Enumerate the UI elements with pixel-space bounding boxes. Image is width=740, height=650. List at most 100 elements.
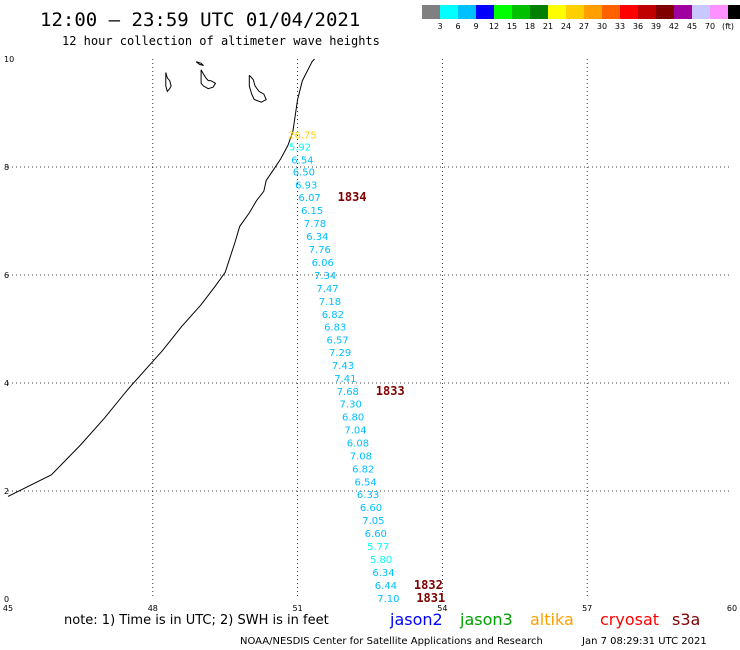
legend-label: 6 [455, 22, 460, 31]
legend-label: 36 [633, 22, 643, 31]
wave-height-value: 7.08 [350, 451, 372, 462]
island-outline [195, 61, 204, 66]
x-tick-label: 51 [293, 604, 303, 613]
legend-label: 33 [615, 22, 625, 31]
axes: 45 48 51 54 57 60 0 2 4 6 8 10 [3, 55, 737, 613]
wave-height-value: 7.41 [334, 374, 356, 385]
legend-swatch [440, 5, 458, 19]
grid-lines [8, 59, 732, 599]
wave-height-value: 6.44 [375, 581, 397, 592]
legend-swatch [728, 5, 740, 19]
wave-height-value: 7.05 [362, 516, 384, 527]
wave-height-value: 6.07 [299, 193, 321, 204]
x-tick-label: 45 [3, 604, 13, 613]
legend-label: 12 [489, 22, 499, 31]
legend-swatch [674, 5, 692, 19]
x-tick-label: 57 [582, 604, 592, 613]
legend-swatch [710, 5, 728, 19]
wave-height-value: 5.92 [289, 142, 311, 153]
wave-height-value: 6.54 [291, 155, 313, 166]
legend-label: 30 [597, 22, 607, 31]
y-tick-label: 8 [4, 163, 9, 172]
wave-height-value: 6.50 [293, 167, 315, 178]
wave-height-value: 6.93 [295, 180, 317, 191]
wave-height-value: 7.10 [377, 594, 399, 605]
legend-swatch [512, 5, 530, 19]
time-label: 1833 [376, 384, 405, 398]
chart-subtitle: 12 hour collection of altimeter wave hei… [62, 34, 380, 48]
wave-height-value: 7.34 [314, 271, 336, 282]
legend-swatch [602, 5, 620, 19]
wave-height-value: 7.04 [344, 425, 366, 436]
legend-swatch [494, 5, 512, 19]
wave-height-value: 5.77 [367, 542, 389, 553]
wave-height-value: 6.80 [342, 412, 364, 423]
wave-height-value: 6.83 [324, 322, 346, 333]
time-label: 1834 [338, 190, 367, 204]
island-outline [248, 74, 267, 103]
legend-label: 9 [473, 22, 478, 31]
color-legend: 3 6 9 12 15 18 21 24 27 30 33 36 39 42 45 70 (ft) [422, 5, 740, 31]
legend-swatch [530, 5, 548, 19]
wave-height-value: 6.34 [306, 232, 328, 243]
wave-height-value: 26.75 [288, 131, 317, 142]
legend-label: (ft) [722, 22, 734, 31]
legend-label: 24 [561, 22, 571, 31]
chart-title: 12:00 — 23:59 UTC 01/04/2021 [40, 9, 360, 31]
wave-height-value: 7.29 [329, 348, 351, 359]
coastline-line [7, 58, 315, 497]
wave-height-value: 7.47 [316, 284, 338, 295]
footer-note: note: 1) Time is in UTC; 2) SWH is in fe… [64, 613, 329, 628]
legend-swatch [584, 5, 602, 19]
wave-height-value: 7.43 [332, 361, 354, 372]
legend-swatch [422, 5, 440, 19]
legend-label: 45 [687, 22, 697, 31]
legend-swatch [620, 5, 638, 19]
satellite-jason3: jason3 [459, 610, 513, 629]
island-outline [200, 69, 217, 90]
y-tick-label: 2 [4, 487, 9, 496]
wave-height-value: 6.82 [322, 310, 344, 321]
legend-swatch [656, 5, 674, 19]
wave-height-value: 6.06 [312, 258, 334, 269]
legend-label: 18 [525, 22, 535, 31]
legend-label: 15 [507, 22, 517, 31]
satellite-cryosat: cryosat [600, 610, 659, 629]
x-tick-label: 48 [148, 604, 158, 613]
wave-height-value: 6.34 [372, 568, 394, 579]
wave-height-value: 7.18 [319, 297, 341, 308]
wave-height-labels: 26.755.926.546.506.936.076.157.786.347.7… [288, 131, 399, 605]
x-tick-label: 54 [437, 604, 447, 613]
coastline [7, 58, 315, 497]
x-tick-label: 60 [727, 604, 737, 613]
time-label: 1831 [416, 591, 445, 605]
wave-height-value: 5.80 [370, 555, 392, 566]
y-tick-label: 6 [4, 271, 9, 280]
legend-swatch [548, 5, 566, 19]
wave-height-value: 7.68 [337, 387, 359, 398]
footer-credit: NOAA/NESDIS Center for Satellite Applica… [240, 636, 543, 647]
legend-label: 42 [669, 22, 679, 31]
satellite-legend: jason2 jason3 altika cryosat s3a [389, 610, 700, 629]
wave-height-value: 6.08 [347, 438, 369, 449]
legend-swatch [476, 5, 494, 19]
y-tick-label: 4 [4, 379, 9, 388]
footer-timestamp: Jan 7 08:29:31 UTC 2021 [581, 636, 707, 647]
y-tick-label: 0 [4, 595, 9, 604]
legend-label: 70 [705, 22, 715, 31]
wave-height-value: 6.57 [327, 335, 349, 346]
y-tick-label: 10 [4, 55, 14, 64]
legend-label: 3 [437, 22, 442, 31]
legend-swatch [458, 5, 476, 19]
satellite-s3a: s3a [672, 610, 700, 629]
wave-height-value: 6.15 [301, 206, 323, 217]
legend-swatch [638, 5, 656, 19]
wave-height-value: 6.60 [365, 529, 387, 540]
wave-height-value: 7.78 [304, 219, 326, 230]
island-outline [165, 72, 172, 93]
wave-height-value: 6.60 [360, 503, 382, 514]
legend-label: 27 [579, 22, 589, 31]
legend-swatch [566, 5, 584, 19]
